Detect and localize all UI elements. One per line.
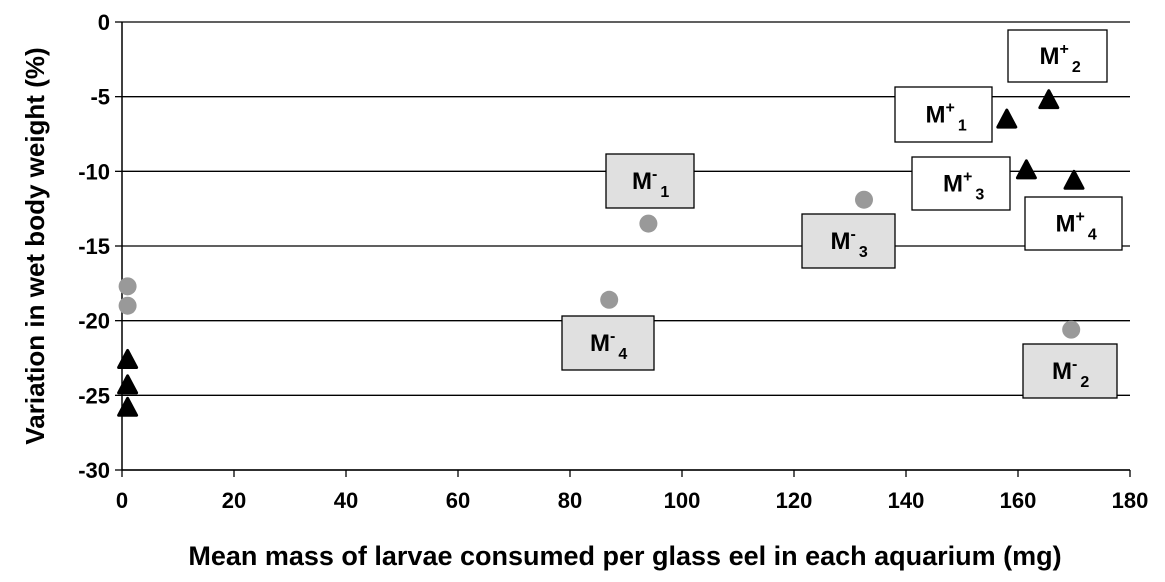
data-point xyxy=(855,190,873,209)
annotation-box xyxy=(1024,196,1123,251)
data-point xyxy=(118,296,137,315)
annotation-base: M xyxy=(590,330,610,357)
annotation-base: M xyxy=(632,168,652,195)
x-tick-label: 60 xyxy=(446,488,470,513)
annotation-sup: + xyxy=(1060,41,1069,58)
x-tick-label: 0 xyxy=(116,488,128,513)
annotation: M-1 xyxy=(632,166,669,201)
annotation-sub: 4 xyxy=(618,346,627,363)
x-axis-label: Mean mass of larvae consumed per glass e… xyxy=(188,541,1061,571)
annotation-box xyxy=(911,156,1011,211)
x-tick-label: 140 xyxy=(888,488,925,513)
annotation-base: M xyxy=(943,171,963,198)
x-tick-label: 180 xyxy=(1112,488,1149,513)
data-point xyxy=(600,290,619,309)
y-tick-label: -15 xyxy=(78,234,110,259)
x-tick-label: 40 xyxy=(334,488,358,513)
y-tick-label: 0 xyxy=(98,10,110,35)
annotation: M+3 xyxy=(943,169,984,204)
annotation-box xyxy=(894,86,993,143)
annotation: M+2 xyxy=(1040,41,1081,76)
data-point xyxy=(117,396,139,417)
annotation: M+4 xyxy=(1056,209,1097,244)
annotation-box xyxy=(801,213,896,269)
y-axis-label: Variation in wet body weight (%) xyxy=(20,47,50,444)
data-point xyxy=(117,348,139,369)
annotation-sup: + xyxy=(963,169,972,186)
annotation-sub: 1 xyxy=(660,184,669,201)
annotation-sup: + xyxy=(946,100,955,117)
annotation-sup: + xyxy=(1076,209,1085,226)
annotation-box xyxy=(1007,29,1108,83)
y-tick-label: -10 xyxy=(78,159,110,184)
annotation: M-3 xyxy=(831,226,868,261)
annotation-sup: - xyxy=(610,328,615,345)
data-point xyxy=(117,374,139,395)
x-tick-label: 160 xyxy=(1000,488,1037,513)
data-point xyxy=(996,108,1018,129)
annotation-base: M xyxy=(926,102,946,129)
annotation-sup: - xyxy=(652,166,657,183)
annotation-sub: 3 xyxy=(859,244,868,261)
annotation-sub: 3 xyxy=(975,187,984,204)
annotation-sub: 2 xyxy=(1080,374,1089,391)
data-point xyxy=(118,277,137,296)
annotation-sub: 2 xyxy=(1072,59,1081,76)
annotation-sup: - xyxy=(1072,356,1077,373)
data-point xyxy=(1062,320,1081,339)
y-tick-label: -5 xyxy=(90,85,110,110)
y-tick-label: -25 xyxy=(78,383,110,408)
annotation: M+1 xyxy=(926,100,967,135)
annotation-base: M xyxy=(1040,43,1060,70)
data-point xyxy=(1063,169,1085,190)
annotation-box xyxy=(1022,343,1118,399)
x-tick-label: 100 xyxy=(664,488,701,513)
annotation-base: M xyxy=(831,228,851,255)
data-point xyxy=(1015,159,1037,180)
annotation-box xyxy=(561,315,655,371)
y-tick-label: -20 xyxy=(78,309,110,334)
annotation-base: M xyxy=(1052,358,1072,385)
data-point xyxy=(639,214,658,233)
annotation: M-2 xyxy=(1052,356,1089,391)
y-tick-label: -30 xyxy=(78,458,110,483)
annotation-sup: - xyxy=(851,226,856,243)
annotation-sub: 1 xyxy=(958,118,967,135)
annotation-box xyxy=(605,153,695,209)
annotation-sub: 4 xyxy=(1088,227,1097,244)
annotation: M-4 xyxy=(590,328,627,363)
x-tick-label: 80 xyxy=(558,488,582,513)
annotation-base: M xyxy=(1056,211,1076,238)
x-tick-label: 120 xyxy=(776,488,813,513)
x-tick-label: 20 xyxy=(222,488,246,513)
data-point xyxy=(1038,89,1060,110)
